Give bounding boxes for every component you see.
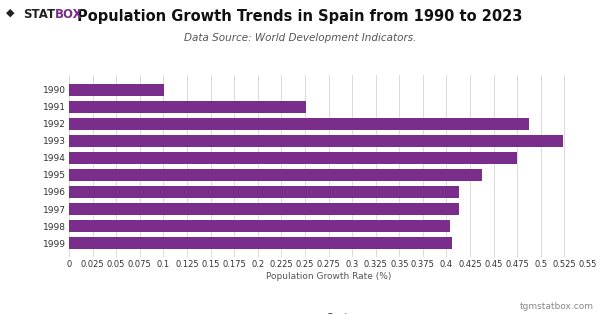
Bar — [69, 118, 529, 130]
Text: STAT: STAT — [23, 8, 55, 21]
Text: BOX: BOX — [55, 8, 83, 21]
Bar — [69, 84, 164, 96]
Legend: Spain: Spain — [303, 313, 354, 314]
Bar — [69, 186, 459, 198]
Bar — [69, 101, 306, 113]
Bar — [69, 152, 517, 164]
Text: ◆: ◆ — [6, 8, 14, 18]
Bar — [69, 169, 482, 181]
Text: Population Growth Trends in Spain from 1990 to 2023: Population Growth Trends in Spain from 1… — [77, 9, 523, 24]
Bar — [69, 220, 450, 232]
Text: Data Source: World Development Indicators.: Data Source: World Development Indicator… — [184, 33, 416, 43]
Bar — [69, 135, 563, 147]
Bar — [69, 203, 459, 215]
Bar — [69, 237, 452, 249]
Text: tgmstatbox.com: tgmstatbox.com — [520, 302, 594, 311]
X-axis label: Population Growth Rate (%): Population Growth Rate (%) — [266, 272, 391, 281]
